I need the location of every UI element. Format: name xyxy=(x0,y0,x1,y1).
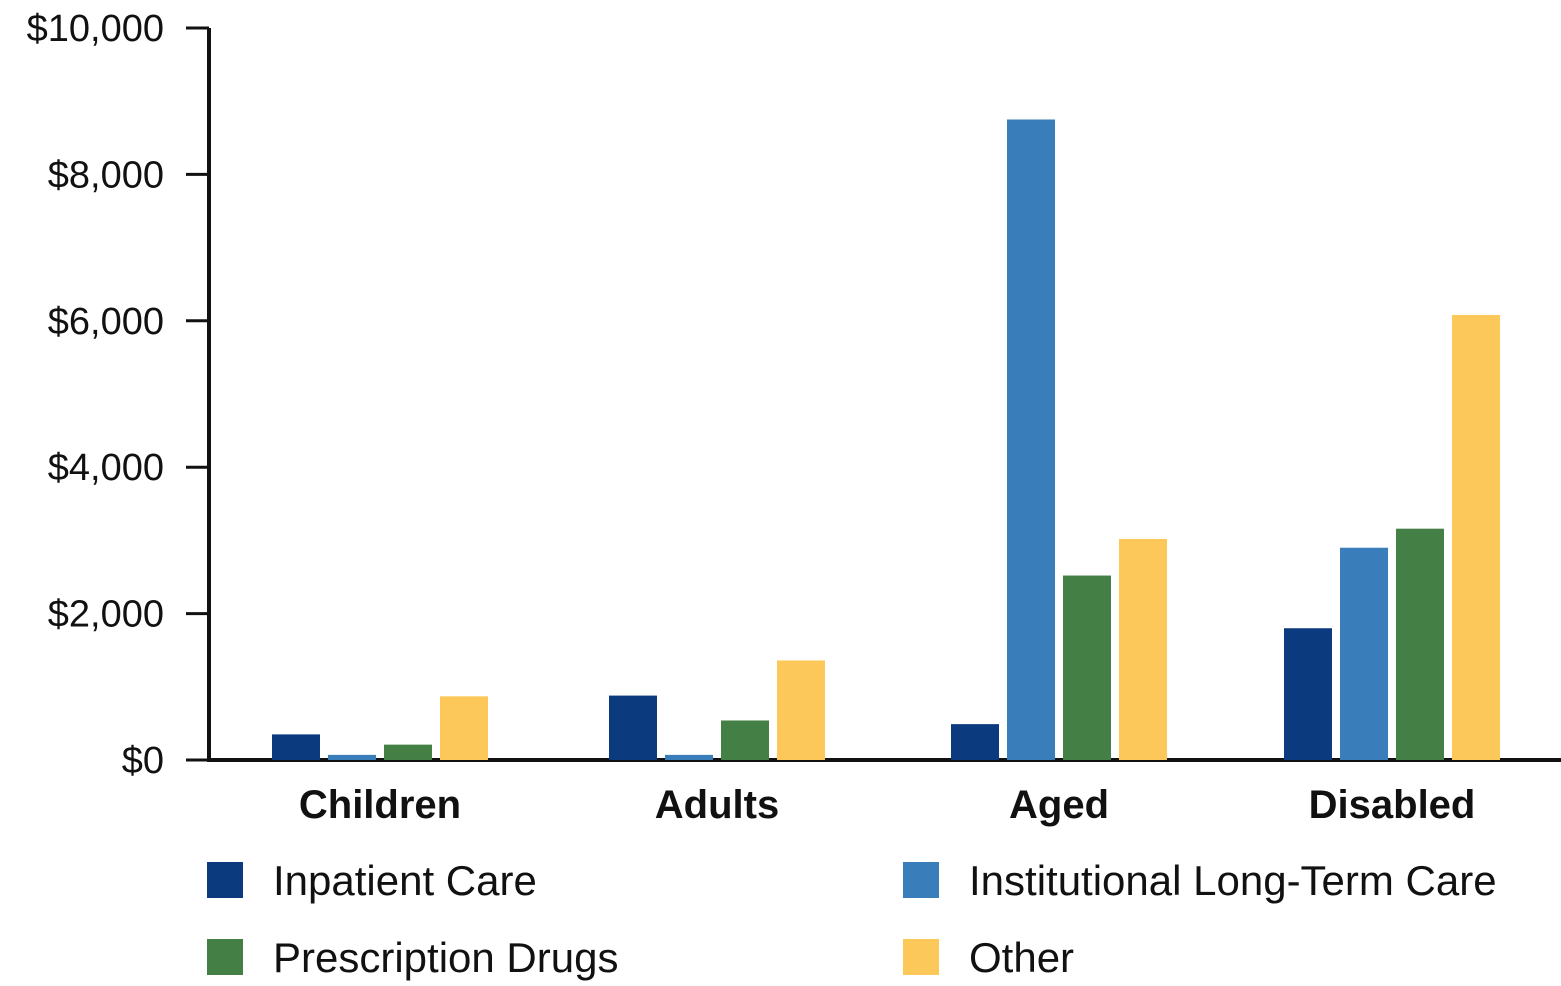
bar-institutional-long-term-care-aged xyxy=(1007,119,1055,760)
bar-inpatient-care-disabled xyxy=(1284,628,1332,760)
bar-prescription-drugs-disabled xyxy=(1396,528,1444,760)
bar-prescription-drugs-adults xyxy=(721,720,769,760)
y-axis-ticks: $0 $2,000 $4,000 $6,000 $8,000 $10,000 xyxy=(27,8,209,782)
legend-label: Institutional Long-Term Care xyxy=(969,857,1497,904)
legend-label: Inpatient Care xyxy=(273,857,537,904)
legend-label: Prescription Drugs xyxy=(273,934,618,981)
y-tick-label: $8,000 xyxy=(48,154,164,196)
bar-inpatient-care-children xyxy=(272,734,320,760)
y-tick-label: $6,000 xyxy=(48,301,164,343)
bar-other-aged xyxy=(1119,538,1167,760)
y-tick-label: $0 xyxy=(122,740,164,782)
category-label: Aged xyxy=(1009,783,1109,827)
legend-swatch xyxy=(903,939,939,975)
bar-other-disabled xyxy=(1452,314,1500,760)
bar-prescription-drugs-children xyxy=(384,744,432,760)
bar-series xyxy=(272,119,1500,760)
legend: Inpatient Care Institutional Long-Term Ca… xyxy=(207,857,1497,981)
legend-label: Other xyxy=(969,934,1074,981)
category-label: Adults xyxy=(655,783,779,827)
category-label: Disabled xyxy=(1309,783,1476,827)
y-tick-label: $10,000 xyxy=(27,8,164,50)
bar-other-children xyxy=(440,696,488,760)
category-labels: Children Adults Aged Disabled xyxy=(299,783,1475,827)
bar-prescription-drugs-aged xyxy=(1063,575,1111,760)
bar-other-adults xyxy=(777,660,825,760)
legend-swatch xyxy=(207,939,243,975)
category-label: Children xyxy=(299,783,461,827)
bar-institutional-long-term-care-adults xyxy=(665,754,713,760)
bar-inpatient-care-aged xyxy=(951,724,999,760)
legend-swatch xyxy=(207,862,243,898)
bar-inpatient-care-adults xyxy=(609,695,657,760)
bar-institutional-long-term-care-disabled xyxy=(1340,547,1388,760)
legend-swatch xyxy=(903,862,939,898)
y-tick-label: $2,000 xyxy=(48,594,164,636)
bar-institutional-long-term-care-children xyxy=(328,754,376,760)
y-tick-label: $4,000 xyxy=(48,447,164,489)
